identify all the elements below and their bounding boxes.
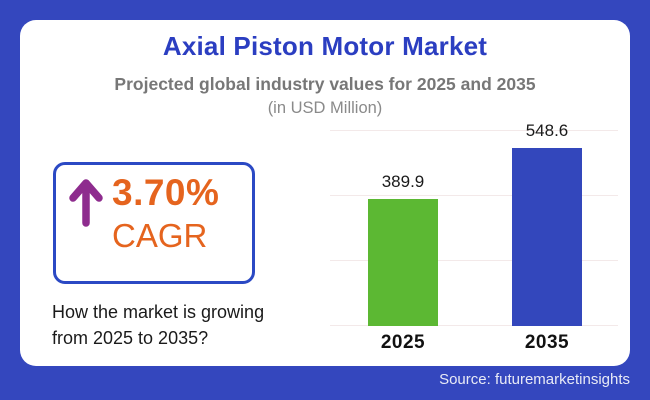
- bar-value-label-2025: 389.9: [381, 172, 425, 192]
- bar-2025: [368, 199, 438, 326]
- gridline: [330, 260, 618, 261]
- question-line-2: from 2025 to 2035?: [52, 327, 209, 348]
- page-title: Axial Piston Motor Market: [162, 31, 488, 61]
- x-axis-label-2025: 2025: [380, 332, 426, 353]
- unit-note: (in USD Million): [267, 99, 383, 117]
- bar-group-2025: 389.9 2025: [368, 131, 438, 353]
- question-text: How the market is growing from 2025 to 2…: [52, 300, 264, 351]
- bar-group-2035: 548.6 2035: [512, 121, 582, 353]
- cagr-value: 3.70%: [112, 172, 220, 213]
- gridline: [330, 325, 618, 326]
- bar-chart: 389.9 2025 548.6 2035: [330, 121, 618, 353]
- cagr-box: 3.70% CAGR: [53, 162, 255, 284]
- chart-subtitle: Projected global industry values for 202…: [114, 74, 536, 94]
- cagr-label: CAGR: [112, 217, 208, 254]
- cagr-text: 3.70% CAGR: [112, 171, 219, 257]
- content-card: Axial Piston Motor Market Projected glob…: [20, 20, 630, 366]
- bar-2035: [512, 147, 582, 326]
- growth-up-arrow-icon: [69, 179, 103, 227]
- x-axis-label-2035: 2035: [524, 332, 570, 353]
- gridline: [330, 130, 618, 131]
- source-text: Source: futuremarketinsights: [439, 371, 630, 388]
- gridline: [330, 195, 618, 196]
- bar-value-label-2035: 548.6: [525, 120, 569, 140]
- question-line-1: How the market is growing: [52, 302, 265, 322]
